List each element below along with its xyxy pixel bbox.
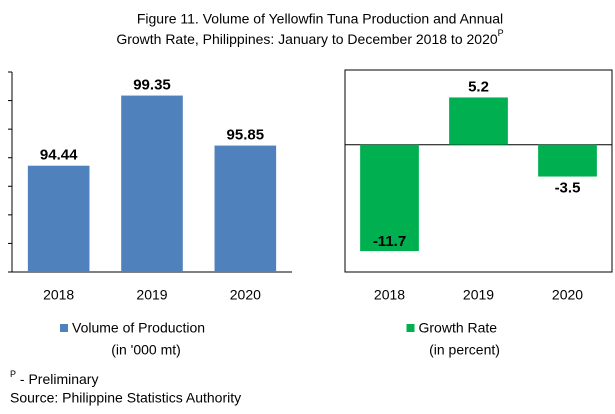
legend-swatch xyxy=(406,324,415,332)
chart-title: Figure 11. Volume of Yellowfin Tuna Prod… xyxy=(137,11,503,27)
bar xyxy=(449,97,508,145)
x-tick-label: 2018 xyxy=(374,287,405,303)
bar xyxy=(360,144,419,252)
plot-frame xyxy=(344,69,613,273)
bar xyxy=(538,144,597,177)
footnote: P - Preliminary xyxy=(10,369,98,386)
x-tick-label: 2019 xyxy=(463,287,494,303)
footnote-mark: P xyxy=(10,369,16,379)
bar xyxy=(121,95,183,272)
x-tick-label: 2018 xyxy=(43,287,74,303)
legend-unit: (in '000 mt) xyxy=(111,342,181,358)
bar xyxy=(27,165,90,272)
data-label: 5.2 xyxy=(468,78,489,95)
data-label: 99.35 xyxy=(133,77,171,94)
data-label: -11.7 xyxy=(373,233,406,250)
data-label: 94.44 xyxy=(40,147,78,164)
legend-unit: (in percent) xyxy=(429,342,500,358)
chart-title: Growth Rate, Philippines: January to Dec… xyxy=(116,31,498,47)
title-superscript: P xyxy=(498,28,504,38)
source: Source: Philippine Statistics Authority xyxy=(10,390,241,406)
x-tick-label: 2019 xyxy=(136,287,167,303)
legend-label: Growth Rate xyxy=(419,320,498,336)
chart-title: Growth Rate, Philippines: January to Dec… xyxy=(116,28,503,46)
data-label: 95.85 xyxy=(227,127,265,144)
bar xyxy=(214,145,277,272)
data-label: -3.5 xyxy=(555,180,581,197)
legend-swatch xyxy=(60,324,68,332)
footnote-text: - Preliminary xyxy=(16,371,98,387)
x-tick-label: 2020 xyxy=(230,287,261,303)
legend-label: Volume of Production xyxy=(72,320,205,336)
x-tick-label: 2020 xyxy=(552,287,583,303)
